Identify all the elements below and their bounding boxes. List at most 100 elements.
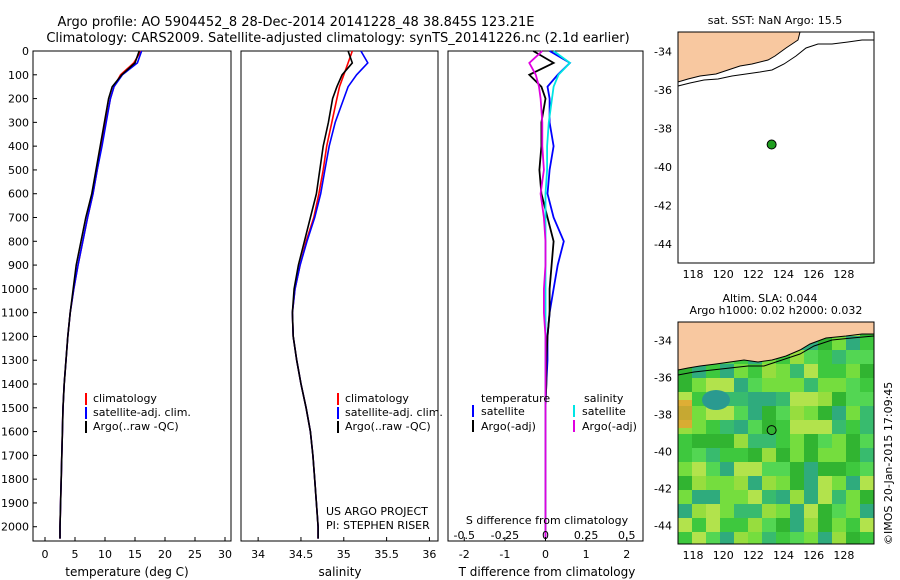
sla-cell [804, 448, 818, 462]
temperature-series-group [59, 50, 143, 539]
sla-map-lon-tick-label: 122 [743, 549, 764, 562]
sla-cell [832, 434, 846, 448]
s-difference-tick-label: 0 [542, 529, 549, 542]
sla-cell [846, 406, 860, 420]
sla-cell [748, 476, 762, 490]
sst-map-lat-tick-label: -36 [654, 84, 672, 97]
sla-cell [776, 518, 790, 532]
sst-map-lon-tick-label: 124 [773, 268, 794, 281]
s-difference-tick-label: -0.25 [491, 529, 519, 542]
axis-ticks-group: 0100200300400500600700800900100011001200… [1, 45, 854, 562]
salinity-x-tick-label: 35.5 [374, 548, 399, 561]
sst-map-lat-tick-label: -42 [654, 199, 672, 212]
sla-cell [720, 378, 734, 392]
sla-cell [846, 364, 860, 378]
sla-cell [692, 462, 706, 476]
sla-cell [776, 378, 790, 392]
sla-cell [762, 504, 776, 518]
sla-cell [734, 462, 748, 476]
t-difference-x-tick-label: 1 [583, 548, 590, 561]
sla-cell [860, 364, 874, 378]
sla-cell [720, 448, 734, 462]
sla-cell [790, 392, 804, 406]
sla-cell [790, 434, 804, 448]
depth-tick-label: 1400 [1, 378, 29, 391]
sla-cell [790, 406, 804, 420]
sla-cell [846, 350, 860, 364]
sla-cell [846, 420, 860, 434]
sla-cell [678, 462, 692, 476]
sla-cell [776, 462, 790, 476]
sla-cell [748, 448, 762, 462]
sla-cell [804, 350, 818, 364]
sla-cell [790, 364, 804, 378]
sla-cell [748, 490, 762, 504]
sla-cell [860, 462, 874, 476]
temperature-plot-frame [32, 50, 232, 542]
sla-cell [762, 532, 776, 544]
sla-cell [748, 420, 762, 434]
sst-map-land [677, 31, 801, 83]
sla-cell [706, 364, 720, 378]
sla-cell [720, 490, 734, 504]
sla-cell [790, 420, 804, 434]
sla-cell [720, 518, 734, 532]
depth-tick-label: 200 [8, 93, 29, 106]
sst-map-float-marker [766, 139, 777, 150]
sla-cell [832, 532, 846, 544]
depth-tick-label: 0 [22, 45, 29, 58]
depth-tick-label: 300 [8, 116, 29, 129]
sla-cell [734, 532, 748, 544]
salinity-x-tick-label: 35 [337, 548, 351, 561]
sla-cell [692, 504, 706, 518]
t-difference-x-tick-label: 2 [623, 548, 630, 561]
sla-map-lon-tick-label: 118 [683, 549, 704, 562]
sla-cell [748, 406, 762, 420]
sla-cell [720, 420, 734, 434]
sla-cell [706, 504, 720, 518]
sla-cell [692, 434, 706, 448]
sla-cell [762, 518, 776, 532]
sla-cell [762, 420, 776, 434]
sst-map-title: sat. SST: NaN Argo: 15.5 [708, 14, 842, 27]
sla-cell [832, 364, 846, 378]
sla-map-frame [677, 321, 875, 545]
sla-cell [678, 504, 692, 518]
temperature-x-tick-label: 20 [158, 548, 172, 561]
sla-cell [804, 476, 818, 490]
s-argo-diff-line [528, 50, 547, 539]
sla-cell [860, 392, 874, 406]
sla-cell [804, 490, 818, 504]
sla-cell [748, 504, 762, 518]
s-difference-tick-label: -0.5 [454, 529, 475, 542]
sla-cell [818, 490, 832, 504]
sla-cell [818, 378, 832, 392]
sla-cell [846, 434, 860, 448]
sla-cell [762, 448, 776, 462]
salinity-argo-line [291, 50, 354, 539]
sla-cell [790, 490, 804, 504]
sla-cell [860, 532, 874, 544]
sla-cell [678, 490, 692, 504]
sla-cell [748, 462, 762, 476]
sla-cell [706, 378, 720, 392]
salinity-x-tick-label: 34 [251, 548, 265, 561]
sla-cell [706, 532, 720, 544]
sla-cell [720, 504, 734, 518]
sla-cell [804, 392, 818, 406]
sla-cell [860, 350, 874, 364]
sla-cell [818, 448, 832, 462]
depth-tick-label: 400 [8, 140, 29, 153]
sla-cell [702, 390, 730, 410]
sla-cell [762, 406, 776, 420]
imos-credit: ©IMOS 20-Jan-2015 17:09:45 [882, 382, 895, 545]
pi-annotation: PI: STEPHEN RISER [326, 519, 430, 532]
sla-cell [804, 364, 818, 378]
depth-tick-label: 1200 [1, 330, 29, 343]
s-difference-axis-label: S difference from climatology [466, 514, 629, 527]
sla-cell [790, 518, 804, 532]
sla-cell [706, 420, 720, 434]
depth-tick-label: 1700 [1, 449, 29, 462]
sla-cell [748, 378, 762, 392]
sla-cell [706, 476, 720, 490]
